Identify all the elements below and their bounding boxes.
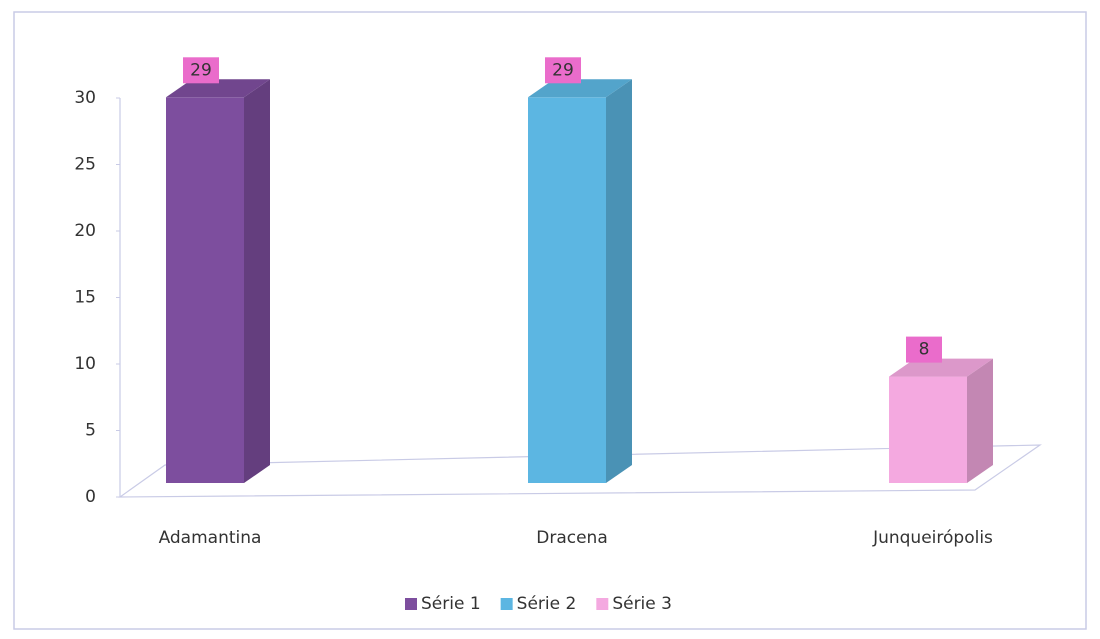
- bar-top: [166, 79, 270, 98]
- data-label: 29: [552, 60, 574, 80]
- bar-front: [889, 376, 967, 483]
- y-tick-label: 20: [74, 221, 96, 241]
- x-tick-label: Adamantina: [159, 528, 262, 548]
- legend-label: Série 1: [421, 594, 481, 614]
- floor: [118, 444, 1042, 498]
- bar-top: [889, 358, 993, 377]
- bar: [889, 358, 993, 483]
- y-tick-label: 30: [74, 88, 96, 108]
- legend-label: Série 3: [612, 594, 672, 614]
- x-tick-label: Junqueirópolis: [872, 528, 993, 548]
- legend-swatch: [405, 598, 417, 610]
- bar: [528, 79, 632, 484]
- bar-front: [528, 97, 606, 484]
- legend-swatch: [500, 598, 513, 610]
- y-tick-label: 25: [74, 155, 96, 175]
- bar-side: [244, 79, 270, 484]
- data-label-box: [906, 336, 942, 363]
- data-label: 8: [919, 340, 930, 360]
- data-label-box: [183, 57, 219, 84]
- data-label: 29: [190, 60, 212, 80]
- y-tick-label: 0: [85, 487, 96, 507]
- bar-top: [528, 79, 632, 98]
- legend-label: Série 2: [517, 594, 577, 614]
- bar: [166, 79, 270, 484]
- y-tick-label: 10: [74, 354, 96, 374]
- legend-swatch: [596, 598, 609, 610]
- x-tick-label: Dracena: [536, 528, 608, 548]
- bar-side: [967, 358, 993, 483]
- y-tick-label: 5: [85, 421, 96, 441]
- bar-front: [166, 97, 244, 484]
- y-tick-label: 15: [74, 288, 96, 308]
- data-label-box: [545, 57, 581, 84]
- bar-side: [606, 79, 632, 484]
